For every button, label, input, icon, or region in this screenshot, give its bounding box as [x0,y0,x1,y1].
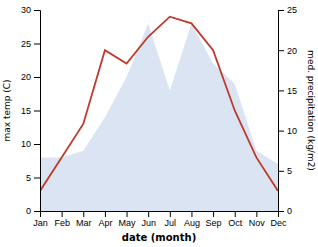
tick-mark [148,211,149,217]
tick: 15 [21,106,40,116]
tick-label: 0 [287,206,292,216]
tick: 10 [21,139,40,149]
tick-label: 5 [26,173,31,183]
tick-mark [278,211,284,212]
tick-mark [83,211,84,217]
tick: May [119,211,137,228]
tick: Jul [165,211,177,228]
tick-mark [127,211,128,217]
tick: 5 [278,166,292,176]
tick-mark [34,77,40,78]
tick: Aug [184,211,200,228]
y-axis: 0 5 10 15 20 25 30 [21,5,41,216]
tick-mark [170,211,171,217]
line [40,17,278,191]
tick-label: 15 [21,106,31,116]
tick-mark [213,211,214,217]
tick-label: 25 [287,5,297,15]
tick-mark [278,90,284,91]
tick-label: Sep [206,218,222,228]
tick: Apr [98,211,112,228]
tick-label: Jan [33,218,48,228]
y2-axis-title: med. precipitation (kg/m2) [306,50,316,171]
tick-label: Apr [98,218,112,228]
tick-mark [62,211,63,217]
marks [40,17,278,211]
tick-label: Dec [270,218,287,228]
area [40,23,278,211]
tick-label: 10 [287,126,297,136]
tick: Nov [249,211,266,228]
tick-label: Aug [184,218,200,228]
y2-axis: 0 5 10 15 20 25 [278,5,297,216]
tick-label: Jun [141,218,156,228]
tick-mark [256,211,257,217]
tick-mark [34,144,40,145]
tick-mark [34,178,40,179]
tick-mark [278,131,284,132]
tick: 5 [26,173,40,183]
tick: 15 [278,86,297,96]
tick-label: 10 [21,139,31,149]
axis-line [279,11,285,212]
tick: 20 [278,46,297,56]
y-axis-title: max temp (C) [2,79,12,141]
tick-label: 0 [26,206,31,216]
tick-label: May [119,218,137,228]
tick: 0 [278,206,292,216]
tick: Dec [270,211,287,228]
tick-label: 30 [21,5,31,15]
tick-mark [34,44,40,45]
tick: 25 [21,39,40,49]
tick-mark [278,50,284,51]
tick: 30 [21,5,40,15]
tick: Oct [228,211,243,228]
tick-mark [191,211,192,217]
axis-line [41,212,279,218]
x-axis-title: date (month) [122,232,196,243]
tick-mark [34,10,40,11]
tick: Jun [141,211,156,228]
tick: Feb [54,211,70,228]
tick: 25 [278,5,297,15]
tick: 20 [21,72,40,82]
tick: Mar [76,211,92,228]
tick: 0 [26,206,40,216]
tick-mark [235,211,236,217]
tick-label: Jul [165,218,177,228]
tick-label: 15 [287,86,297,96]
tick-label: 20 [21,72,31,82]
axis-line [34,11,41,212]
tick-mark [34,111,40,112]
tick: 10 [278,126,297,136]
tick-mark [105,211,106,217]
tick: Jan [33,211,48,228]
tick-label: Mar [76,218,92,228]
x-axis: Jan Feb Mar Apr May Jun Jul Aug Sep Oct Nov Dec [33,211,287,228]
tick-label: Feb [54,218,70,228]
tick: Sep [206,211,222,228]
tick-mark [34,211,40,212]
tick-mark [278,171,284,172]
plot: JanFebMarAprMayJunJulAugSepOctNovDec0510… [21,5,297,228]
tick-label: 5 [287,166,292,176]
tick-label: Nov [249,218,266,228]
chart: JanFebMarAprMayJunJulAugSepOctNovDec0510… [0,0,318,247]
tick-label: Oct [228,218,243,228]
tick-mark [278,10,284,11]
tick-label: 20 [287,46,297,56]
tick-label: 25 [21,39,31,49]
